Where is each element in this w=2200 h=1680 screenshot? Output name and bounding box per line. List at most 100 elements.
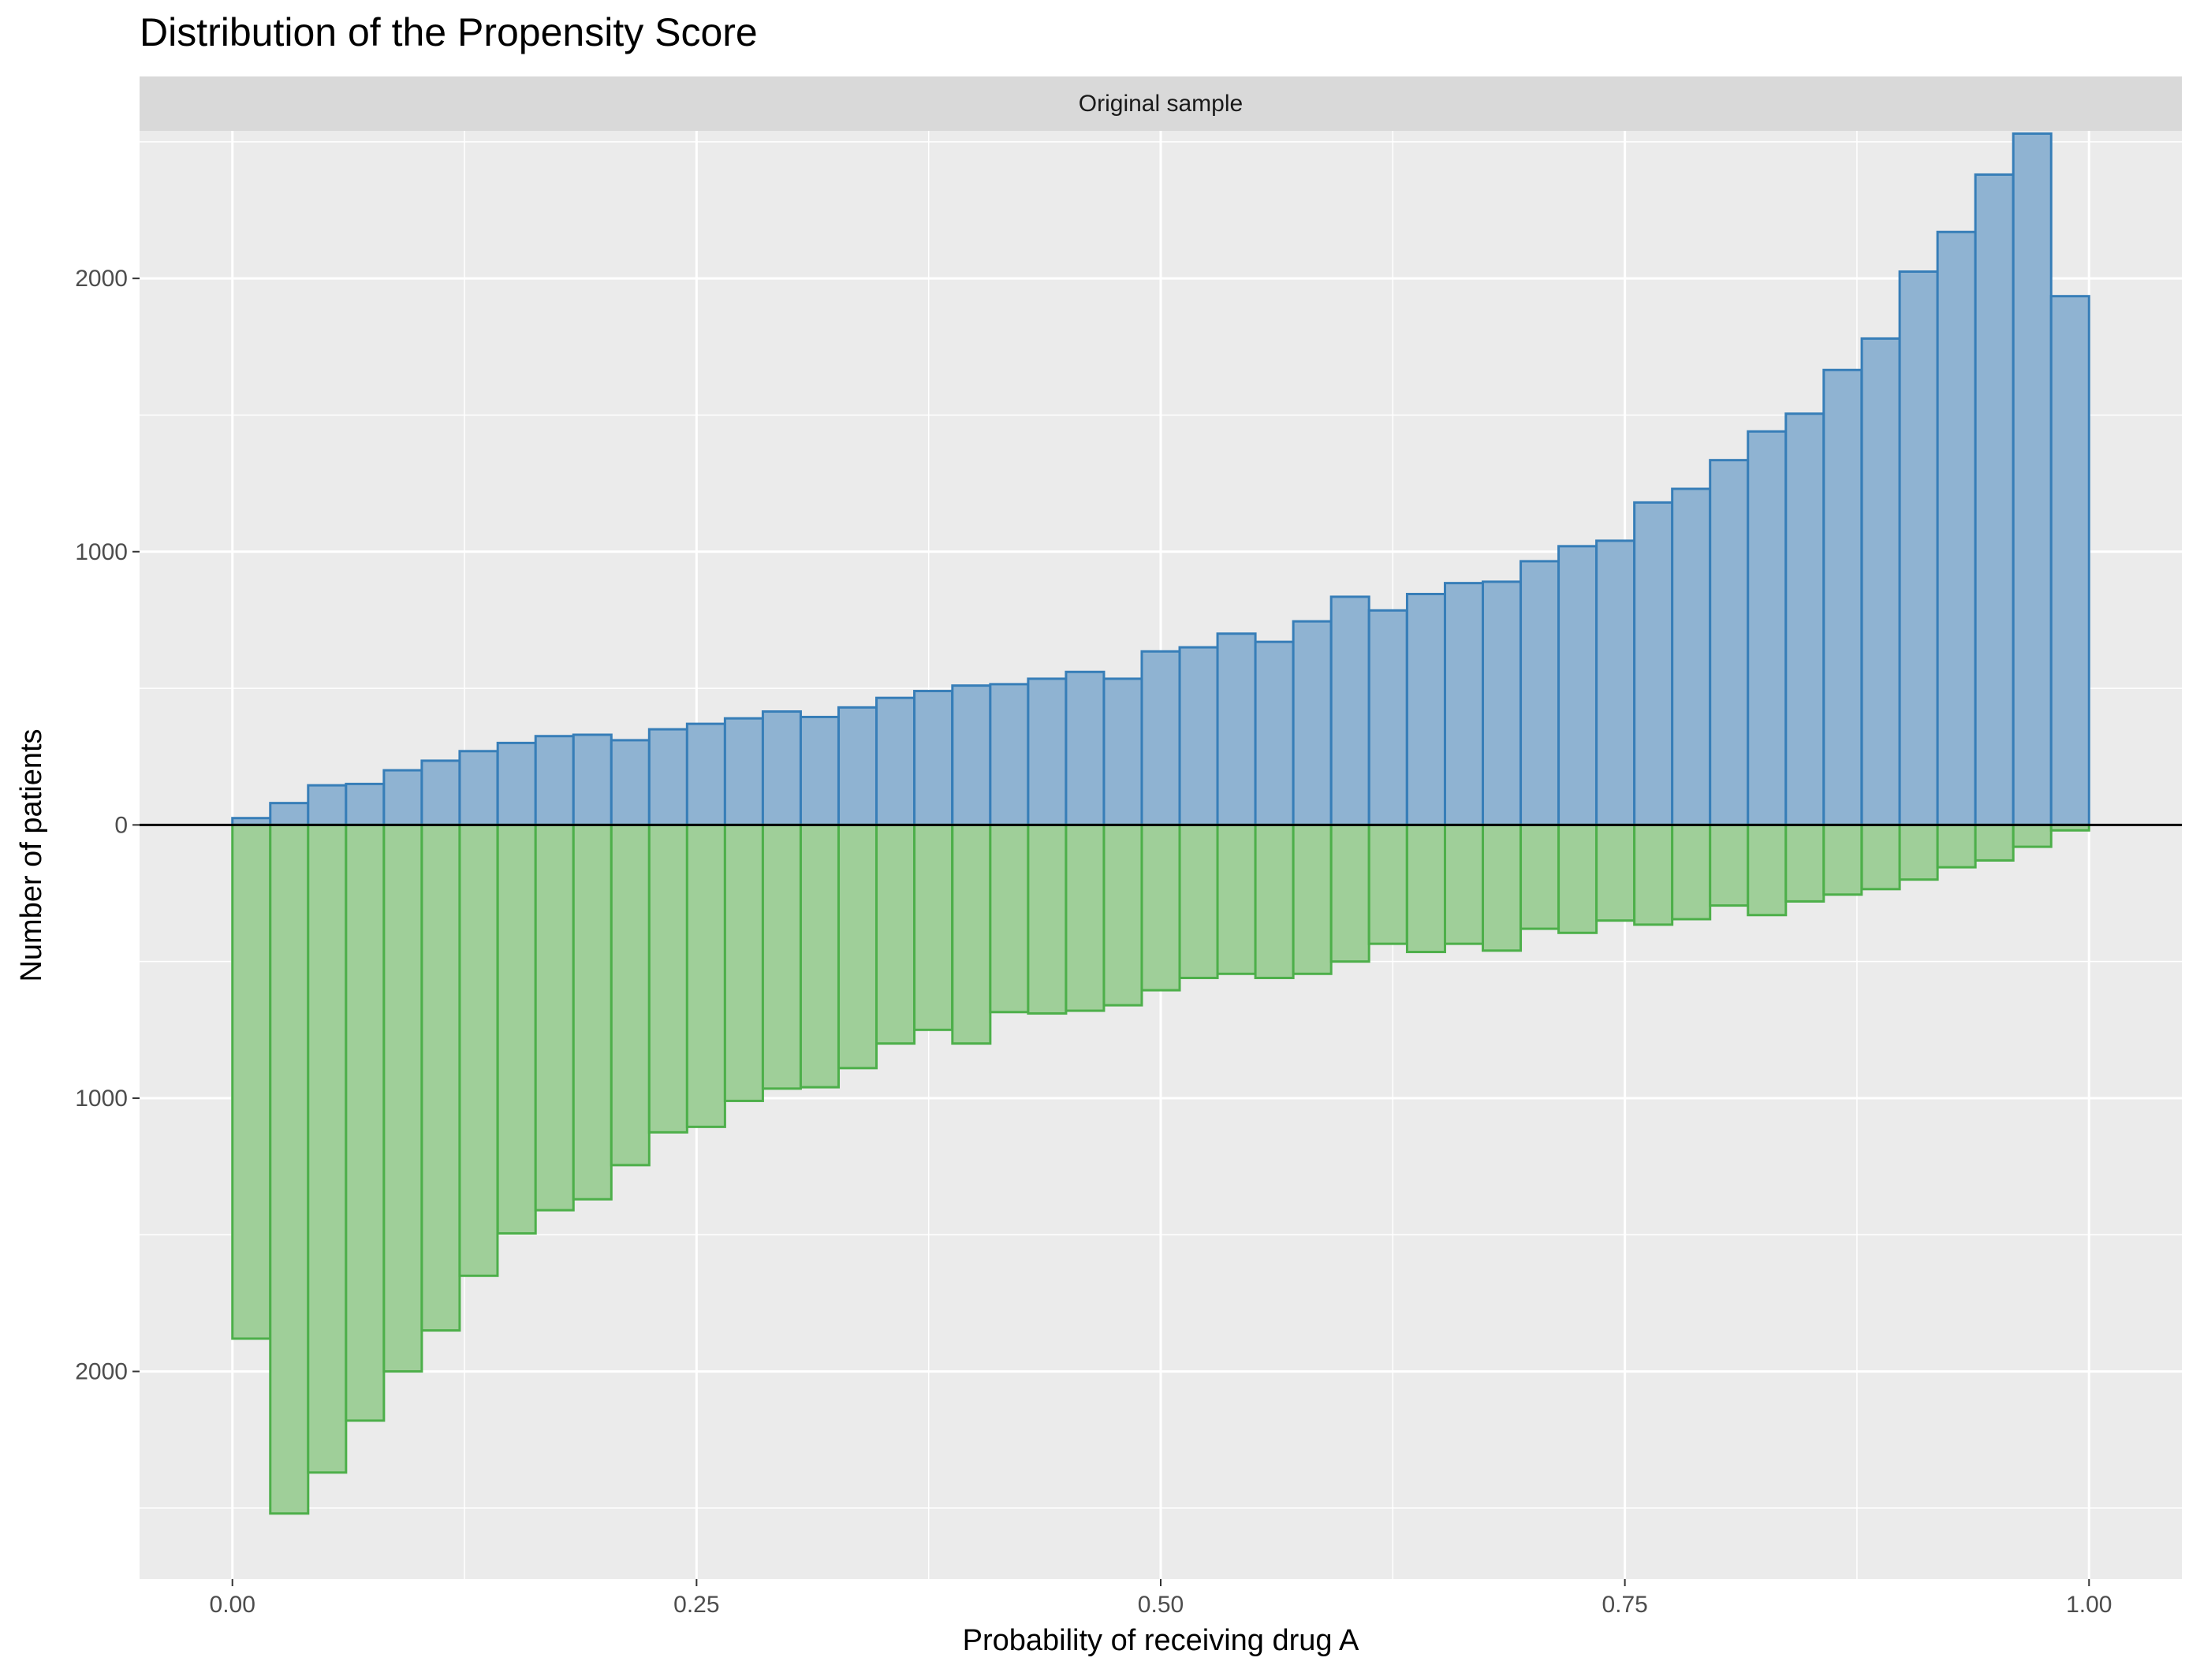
bar-negative <box>1065 823 1106 1012</box>
bar-positive <box>685 722 726 826</box>
bar-positive <box>1367 609 1408 826</box>
chart-title: Distribution of the Propensity Score <box>140 10 758 54</box>
bar-positive <box>2012 132 2053 826</box>
bar-negative <box>1822 823 1863 896</box>
bar-positive <box>1747 430 1788 826</box>
bar-positive <box>1027 677 1068 826</box>
facet-strip-label: Original sample <box>1079 91 1243 117</box>
bar-negative <box>1557 823 1598 934</box>
x-tick-label: 0.25 <box>673 1592 719 1618</box>
bar-positive <box>269 802 310 826</box>
bar-negative <box>420 823 461 1332</box>
bar-positive <box>1216 632 1257 826</box>
bar-negative <box>345 823 386 1422</box>
bar-positive <box>1936 230 1977 826</box>
bar-positive <box>951 684 992 826</box>
bar-negative <box>1405 823 1446 954</box>
y-tick-label: 1000 <box>75 1086 128 1112</box>
bar-positive <box>723 717 764 826</box>
bar-negative <box>1102 823 1143 1007</box>
bar-positive <box>1557 545 1598 826</box>
bar-positive <box>1178 646 1219 826</box>
bar-positive <box>307 784 348 826</box>
bar-negative <box>1254 823 1295 979</box>
bar-positive <box>458 750 499 826</box>
bar-negative <box>1747 823 1788 917</box>
bar-positive <box>1595 539 1636 826</box>
bar-negative <box>685 823 726 1128</box>
x-axis-tick-labels: 0.00 0.25 0.50 0.75 1.00 <box>210 1592 2112 1618</box>
bar-negative <box>1898 823 1939 881</box>
bar-negative <box>723 823 764 1102</box>
bar-positive <box>1140 650 1181 826</box>
x-tick-label: 0.00 <box>210 1592 255 1618</box>
bar-negative <box>1027 823 1068 1015</box>
bar-positive <box>989 683 1030 826</box>
bar-positive <box>1974 173 2015 826</box>
x-axis-title: Probability of receiving drug A <box>963 1624 1359 1657</box>
bar-negative <box>1709 823 1750 907</box>
bar-positive <box>496 741 537 826</box>
bar-negative <box>2012 823 2053 848</box>
bar-positive <box>1519 560 1561 826</box>
bar-negative <box>1633 823 1674 926</box>
bar-positive <box>1329 595 1370 826</box>
bar-negative <box>913 823 954 1031</box>
bar-negative <box>1140 823 1181 992</box>
bar-positive <box>534 735 575 826</box>
bar-negative <box>1671 823 1712 921</box>
bar-positive <box>382 769 423 826</box>
bar-positive <box>610 739 651 826</box>
bar-positive <box>1898 270 1939 826</box>
y-tick-label: 2000 <box>75 1359 128 1385</box>
y-axis-title: Number of patients <box>15 728 48 982</box>
bar-positive <box>1709 459 1750 826</box>
bar-negative <box>1292 823 1333 975</box>
bar-positive <box>1482 580 1523 826</box>
strip-background <box>140 76 2182 131</box>
bar-positive <box>572 733 613 826</box>
bar-positive <box>2049 295 2090 826</box>
bar-negative <box>1784 823 1825 903</box>
bar-negative <box>761 823 802 1090</box>
bar-negative <box>1519 823 1561 930</box>
x-tick-label: 0.75 <box>1602 1592 1647 1618</box>
axis-ticks <box>132 278 2090 1586</box>
bar-negative <box>269 823 310 1515</box>
bar-positive <box>345 782 386 826</box>
bar-negative <box>534 823 575 1212</box>
bar-negative <box>989 823 1030 1014</box>
x-tick-label: 1.00 <box>2066 1592 2112 1618</box>
bar-positive <box>1822 368 1863 826</box>
bar-positive <box>420 759 461 826</box>
bar-negative <box>875 823 916 1045</box>
bar-negative <box>382 823 423 1373</box>
bar-positive <box>913 690 954 826</box>
bar-positive <box>799 715 840 826</box>
bar-negative <box>496 823 537 1235</box>
y-tick-label: 2000 <box>75 266 128 292</box>
bar-positive <box>1860 337 1901 826</box>
bar-positive <box>875 696 916 826</box>
bar-negative <box>951 823 992 1045</box>
y-axis-tick-labels: 2000 1000 0 1000 2000 <box>75 266 128 1384</box>
x-tick-label: 0.50 <box>1138 1592 1184 1618</box>
bar-positive <box>1671 487 1712 826</box>
y-tick-label: 0 <box>114 812 128 838</box>
series-negative-bars <box>231 823 2090 1515</box>
bar-negative <box>1595 823 1636 922</box>
bar-positive <box>1065 670 1106 826</box>
bar-positive <box>647 728 688 826</box>
bar-negative <box>1860 823 1901 891</box>
bar-negative <box>837 823 878 1070</box>
bar-negative <box>1974 823 2015 862</box>
bar-negative <box>1216 823 1257 975</box>
bar-negative <box>647 823 688 1134</box>
bar-positive <box>1292 620 1333 826</box>
bar-negative <box>1482 823 1523 952</box>
bar-positive <box>837 706 878 826</box>
bar-negative <box>799 823 840 1089</box>
y-tick-label: 1000 <box>75 539 128 565</box>
bar-positive <box>761 710 802 826</box>
